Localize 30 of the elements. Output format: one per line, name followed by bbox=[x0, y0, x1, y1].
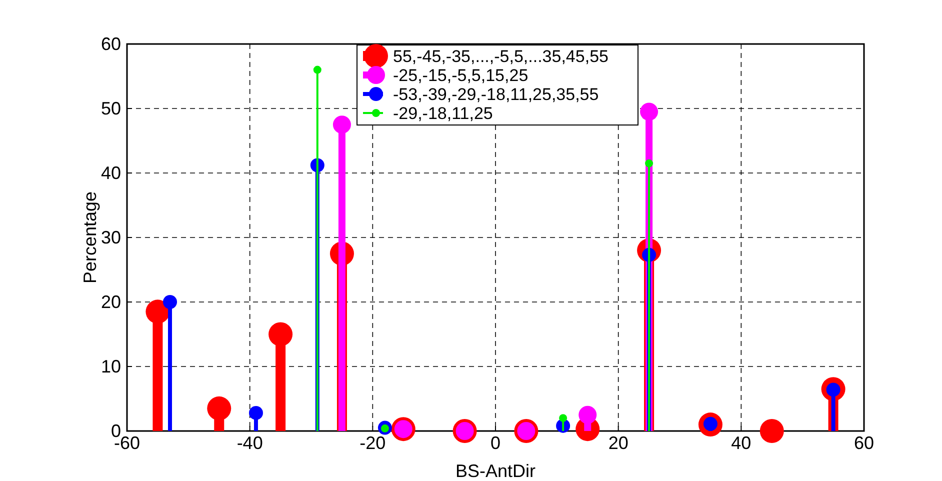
point bbox=[578, 406, 597, 424]
legend-label: -29,-18,11,25 bbox=[393, 104, 493, 123]
x-tick-label: 20 bbox=[608, 433, 628, 453]
point bbox=[248, 406, 263, 420]
point bbox=[146, 300, 170, 324]
point bbox=[645, 159, 654, 168]
point bbox=[313, 66, 322, 74]
point bbox=[207, 396, 232, 420]
point bbox=[640, 102, 658, 121]
legend-label: -25,-15,-5,5,15,25 bbox=[393, 66, 528, 85]
x-tick-label: 0 bbox=[490, 433, 501, 453]
x-tick-label: -20 bbox=[360, 433, 386, 453]
legend-label: -53,-39,-29,-18,11,25,35,55 bbox=[393, 85, 599, 104]
x-tick-label: 40 bbox=[731, 433, 752, 453]
x-axis-title: BS-AntDir bbox=[455, 461, 536, 481]
point bbox=[559, 414, 568, 422]
point bbox=[268, 322, 293, 346]
legend-label: 55,-45,-35,...,-5,5,...35,45,55 bbox=[393, 47, 608, 66]
y-tick-label: 50 bbox=[100, 98, 121, 118]
point bbox=[162, 295, 177, 309]
y-axis-title: Percentage bbox=[80, 191, 100, 284]
x-tick-label: -40 bbox=[236, 433, 263, 453]
y-tick-label: 60 bbox=[100, 34, 121, 54]
y-tick-label: 40 bbox=[100, 163, 121, 183]
y-tick-label: 20 bbox=[100, 292, 121, 312]
point bbox=[332, 116, 351, 134]
y-tick-label: 10 bbox=[100, 356, 121, 376]
point bbox=[760, 419, 784, 443]
y-tick-label: 30 bbox=[100, 228, 121, 248]
x-tick-label: 60 bbox=[854, 433, 874, 453]
